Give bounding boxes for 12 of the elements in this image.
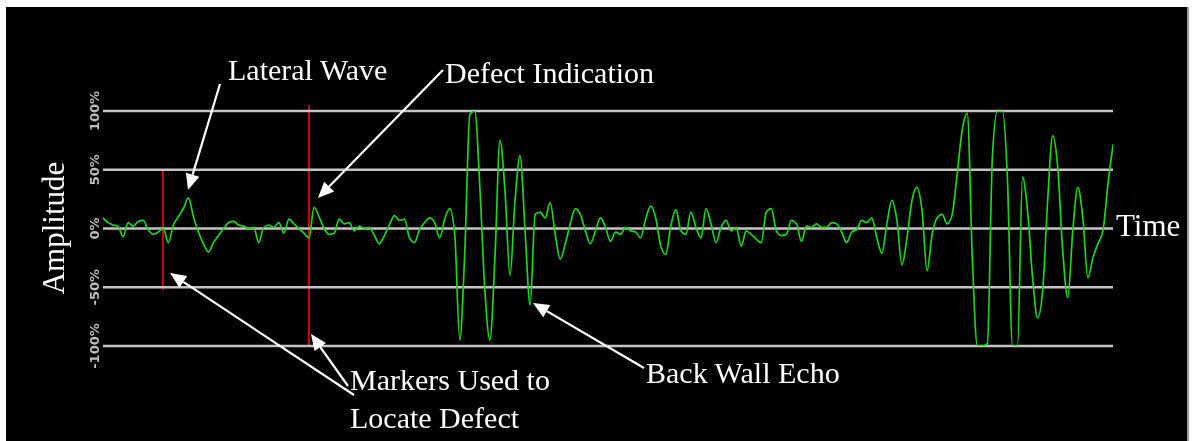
line-series [103, 111, 1113, 346]
text: Back Wall Echo [646, 356, 840, 389]
text: Lateral Wave [228, 53, 388, 86]
y-tick-label: -100% [87, 323, 102, 369]
y-tick-label: 50% [87, 154, 102, 186]
y-tick-label: 100% [87, 90, 102, 132]
y-axis-title: Amplitude [36, 161, 71, 295]
y-tick-label: 0% [87, 217, 102, 240]
text: Defect Indication [445, 56, 655, 89]
x-axis-title: Time [1116, 208, 1181, 243]
text: Markers Used to Locate Defect [350, 363, 550, 434]
y-tick-label: -50% [87, 268, 102, 306]
